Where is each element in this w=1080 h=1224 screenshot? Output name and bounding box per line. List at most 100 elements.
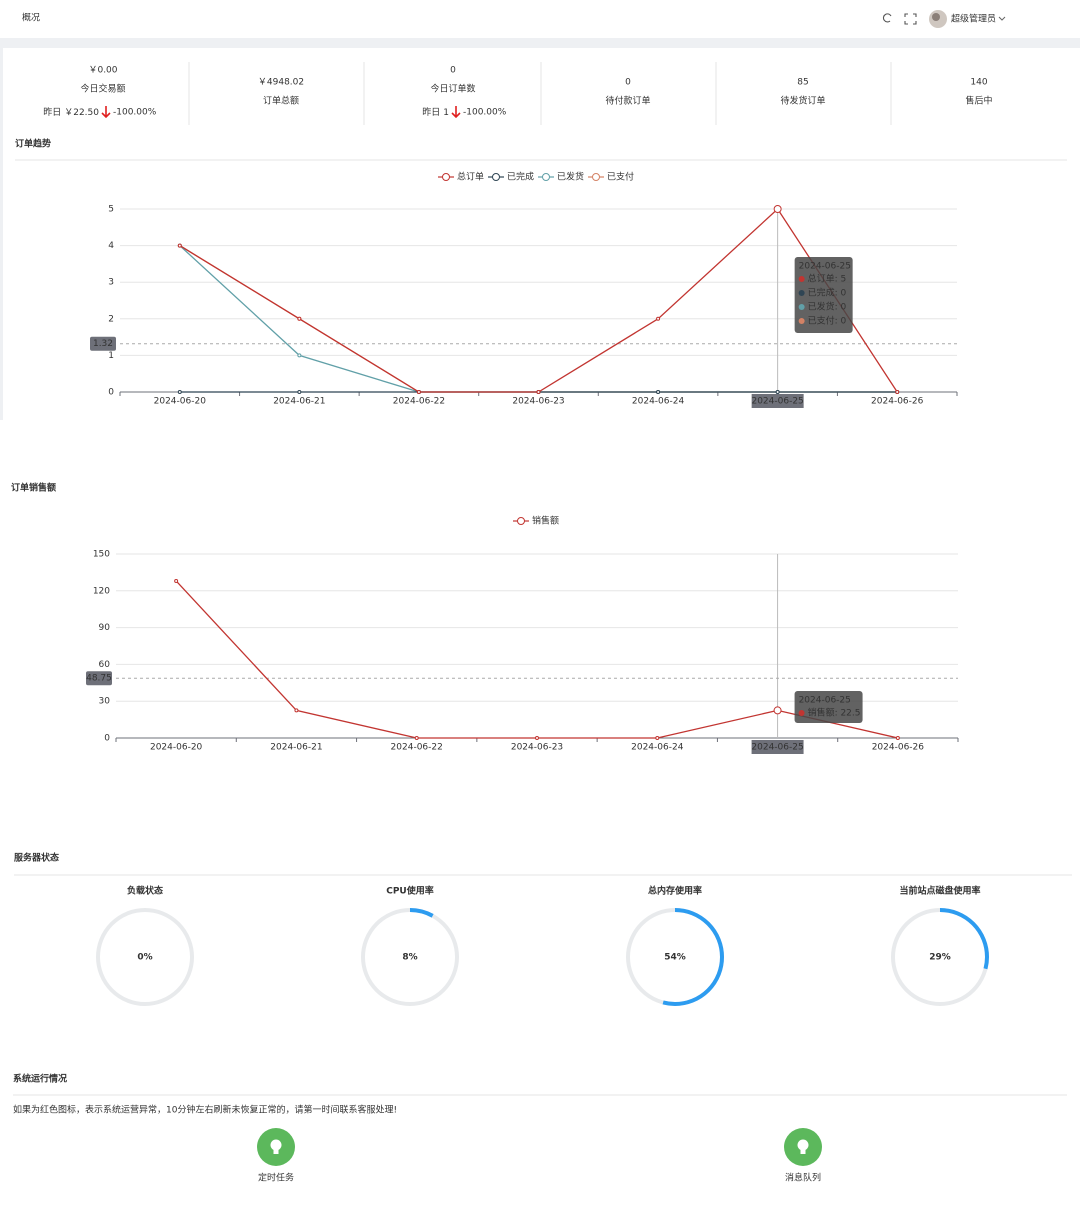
stat-compare: 昨日 ￥22.50 xyxy=(43,106,99,118)
tooltip-dot xyxy=(798,290,805,296)
tooltip-title: 2024-06-25 xyxy=(799,262,851,272)
data-point[interactable] xyxy=(297,316,302,321)
pointer-label-bg xyxy=(90,336,116,351)
y-tick-label: 1 xyxy=(108,351,114,361)
data-point[interactable] xyxy=(297,353,302,358)
tooltip-item: 已发货: 0 xyxy=(808,301,847,313)
y-tick-label: 120 xyxy=(93,586,110,596)
x-tick-label: 2024-06-25 xyxy=(751,397,803,407)
tooltip-item: 已支付: 0 xyxy=(808,315,847,327)
legend-label[interactable]: 已完成 xyxy=(507,171,534,183)
user-name[interactable]: 超级管理员 xyxy=(951,13,996,25)
data-point[interactable] xyxy=(294,708,299,713)
dropdown-caret[interactable] xyxy=(998,16,1006,21)
refresh-icon[interactable] xyxy=(883,13,892,23)
stat-value: ￥4948.02 xyxy=(258,78,304,88)
x-tick-label: 2024-06-25 xyxy=(751,743,803,753)
legend-label[interactable]: 销售额 xyxy=(532,515,559,527)
compare-change: -100.00% xyxy=(113,108,157,118)
fullscreen-icon[interactable] xyxy=(904,13,917,25)
gauge-value: 29% xyxy=(929,953,951,963)
data-point[interactable] xyxy=(655,736,660,740)
data-point[interactable] xyxy=(177,390,182,394)
tooltip-title: 2024-06-25 xyxy=(799,696,851,706)
compare-change: -100.00% xyxy=(463,108,507,118)
gauge-value: 0% xyxy=(137,953,152,963)
data-point[interactable] xyxy=(773,706,782,715)
fullscreen-corners xyxy=(904,13,917,25)
data-point[interactable] xyxy=(177,243,182,248)
legend-marker[interactable] xyxy=(492,173,500,181)
data-point[interactable] xyxy=(414,736,419,740)
system-note: 如果为红色图标，表示系统运营异常，10分钟左右刷新未恢复正常的，请第一时间联系客… xyxy=(13,1104,397,1116)
gauge-track xyxy=(96,908,194,1006)
y-tick-label: 150 xyxy=(93,550,110,560)
legend-label[interactable]: 已发货 xyxy=(557,171,584,183)
top-strip xyxy=(0,38,1080,48)
tooltip-dot xyxy=(798,276,805,282)
data-point[interactable] xyxy=(536,390,541,394)
tooltip-item: 销售额: 22.5 xyxy=(808,707,861,719)
bulb xyxy=(797,1139,809,1151)
tooltip-item: 总订单: 5 xyxy=(808,273,847,285)
series-line xyxy=(175,580,899,739)
legend-marker[interactable] xyxy=(442,173,450,181)
top-bar xyxy=(0,0,1080,38)
pointer-label-bg xyxy=(86,671,112,686)
stat-value: 0 xyxy=(450,66,456,76)
y-tick-label: 90 xyxy=(99,623,111,633)
series-line xyxy=(179,208,898,393)
stat-value: ￥0.00 xyxy=(88,66,117,76)
gauge-value: 8% xyxy=(402,953,417,963)
status-label: 定时任务 xyxy=(258,1172,294,1184)
x-tick-label: 2024-06-24 xyxy=(632,397,685,407)
y-tick-label: 0 xyxy=(104,734,110,744)
tooltip-box xyxy=(794,257,853,333)
gauge-value: 54% xyxy=(664,953,686,963)
stat-value: 140 xyxy=(970,78,987,88)
stat-value: 85 xyxy=(797,78,808,88)
data-point[interactable] xyxy=(416,390,421,394)
legend-marker[interactable] xyxy=(542,173,550,181)
data-point[interactable] xyxy=(656,316,661,321)
x-tick-label: 2024-06-22 xyxy=(391,743,443,753)
x-tick-label: 2024-06-20 xyxy=(154,397,207,407)
tooltip-dot xyxy=(798,318,805,324)
x-tick-label: 2024-06-22 xyxy=(393,397,445,407)
data-point[interactable] xyxy=(895,736,900,740)
y-tick-label: 3 xyxy=(108,278,114,288)
data-point[interactable] xyxy=(895,390,900,394)
data-point[interactable] xyxy=(775,390,780,394)
data-point[interactable] xyxy=(656,390,661,394)
gauge-arc xyxy=(361,908,459,1006)
page-title: 概况 xyxy=(22,12,40,24)
stat-label: 待付款订单 xyxy=(605,95,650,107)
tooltip-dot xyxy=(798,710,805,716)
y-tick-label: 4 xyxy=(108,241,114,251)
gauge-title: 当前站点磁盘使用率 xyxy=(899,885,980,897)
avatar[interactable] xyxy=(929,10,947,28)
stat-label: 订单总额 xyxy=(263,95,299,107)
y-tick-label: 0 xyxy=(108,388,114,398)
x-tick-label: 2024-06-21 xyxy=(270,743,322,753)
legend-marker[interactable] xyxy=(517,517,525,525)
gauge-arc xyxy=(626,908,724,1006)
bulb xyxy=(270,1139,282,1151)
compare-value: ￥22.50 xyxy=(64,108,99,118)
stat-compare: 昨日 1 xyxy=(422,106,449,118)
section-title: 订单趋势 xyxy=(15,138,51,150)
x-tick-label: 2024-06-21 xyxy=(273,397,325,407)
tooltip-box xyxy=(794,691,863,723)
y-tick-label: 30 xyxy=(99,697,111,707)
data-point[interactable] xyxy=(174,578,179,583)
data-point[interactable] xyxy=(535,736,539,740)
data-point[interactable] xyxy=(773,205,782,213)
compare-label: 昨日 xyxy=(43,106,61,118)
data-point[interactable] xyxy=(297,390,302,394)
legend-label[interactable]: 已支付 xyxy=(607,171,634,183)
legend-label[interactable]: 总订单 xyxy=(457,171,484,183)
stat-value: 0 xyxy=(625,78,631,88)
legend-marker[interactable] xyxy=(592,173,600,181)
stat-label: 待发货订单 xyxy=(780,95,825,107)
